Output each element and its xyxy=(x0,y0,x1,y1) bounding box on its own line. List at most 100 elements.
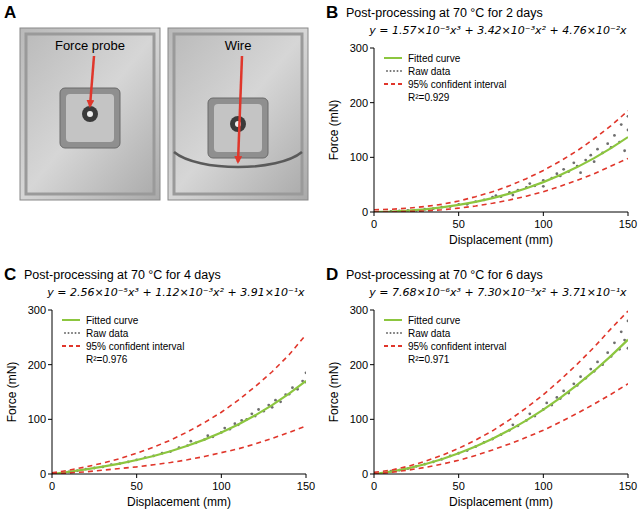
equation: y = 2.56×10⁻⁵x³ + 1.12×10⁻³x² + 3.91×10⁻… xyxy=(46,286,305,299)
raw-point xyxy=(589,154,592,157)
legend-swatch xyxy=(384,319,402,321)
panel-letter: B xyxy=(326,3,338,22)
panel-letter: C xyxy=(4,265,16,284)
photo: Force probe xyxy=(20,28,160,200)
raw-point xyxy=(623,149,626,152)
x-tick xyxy=(543,212,544,216)
y-tick-label: 200 xyxy=(350,97,368,109)
legend-swatch xyxy=(384,345,402,347)
x-tick xyxy=(458,474,459,478)
raw-point xyxy=(562,390,565,393)
y-tick xyxy=(370,310,374,311)
y-tick xyxy=(370,157,374,158)
photo-label: Force probe xyxy=(55,38,125,53)
legend-label: Fitted curve xyxy=(408,315,461,326)
raw-point xyxy=(596,148,599,151)
y-tick-label: 100 xyxy=(28,413,46,425)
legend-swatch xyxy=(384,83,402,85)
raw-point xyxy=(613,134,616,137)
legend-label: Fitted curve xyxy=(86,315,139,326)
panel-letter: D xyxy=(326,265,338,284)
x-tick xyxy=(221,474,222,478)
y-tick xyxy=(48,310,52,311)
x-tick xyxy=(136,474,137,478)
y-axis-title: Force (mN) xyxy=(327,362,341,423)
ci-upper xyxy=(52,335,306,473)
x-axis xyxy=(374,212,628,213)
x-tick-label: 150 xyxy=(619,218,637,230)
y-tick xyxy=(370,474,374,475)
x-tick-label: 100 xyxy=(212,480,230,492)
probe-tip xyxy=(87,111,93,117)
legend-label: 95% confident interval xyxy=(86,341,184,352)
photo-label: Wire xyxy=(225,38,252,53)
photo-well xyxy=(26,34,154,194)
x-tick-label: 50 xyxy=(453,218,465,230)
plot-data xyxy=(374,311,628,474)
raw-point xyxy=(542,185,545,188)
y-tick-label: 300 xyxy=(28,304,46,316)
y-tick xyxy=(48,419,52,420)
raw-point xyxy=(572,382,575,385)
fitted-curve xyxy=(374,137,628,212)
legend-swatch xyxy=(62,345,80,347)
y-tick xyxy=(370,364,374,365)
legend-swatch xyxy=(386,332,388,334)
legend-swatch xyxy=(384,57,402,59)
y-axis xyxy=(374,48,375,212)
legend-swatch xyxy=(397,332,399,334)
raw-point xyxy=(257,408,260,411)
y-tick-label: 0 xyxy=(40,468,46,480)
raw-point xyxy=(593,160,596,163)
y-tick-label: 0 xyxy=(362,206,368,218)
raw-point xyxy=(305,371,306,374)
plot-data xyxy=(52,335,306,474)
raw-point xyxy=(572,161,575,164)
raw-point xyxy=(223,427,226,430)
y-tick-label: 200 xyxy=(350,359,368,371)
legend-swatch xyxy=(400,70,402,72)
legend-swatch xyxy=(78,332,80,334)
x-tick-label: 100 xyxy=(534,480,552,492)
x-tick-label: 150 xyxy=(619,480,637,492)
y-tick-label: 300 xyxy=(350,304,368,316)
fitted-curve xyxy=(374,340,628,474)
legend-swatch xyxy=(393,332,395,334)
legend: Fitted curveRaw data95% confident interv… xyxy=(384,53,506,103)
x-axis xyxy=(374,474,628,475)
raw-point xyxy=(596,361,599,364)
legend-label: Raw data xyxy=(86,328,129,339)
legend-swatch xyxy=(62,319,80,321)
x-tick-label: 150 xyxy=(297,480,315,492)
legend-swatch xyxy=(390,332,392,334)
x-axis-title: Displacement (mm) xyxy=(449,495,553,509)
x-tick xyxy=(628,212,629,216)
y-tick xyxy=(370,48,374,49)
x-tick-label: 0 xyxy=(371,218,377,230)
raw-point xyxy=(589,368,592,371)
raw-point xyxy=(250,412,253,415)
raw-point xyxy=(606,351,609,354)
chart-title: Post-processing at 70 °C for 6 days xyxy=(346,268,543,282)
y-axis-title: Force (mN) xyxy=(327,100,341,161)
legend-swatch xyxy=(71,332,73,334)
r-squared: R²=0.976 xyxy=(86,354,128,365)
photo-frame xyxy=(168,28,308,200)
legend-swatch xyxy=(75,332,77,334)
legend-label: Fitted curve xyxy=(408,53,461,64)
raw-point xyxy=(579,375,582,378)
figure: AForce probeWireBPost-processing at 70 °… xyxy=(0,0,644,520)
chart-panel: CPost-processing at 70 °C for 4 daysy = … xyxy=(4,265,315,509)
x-axis-title: Displacement (mm) xyxy=(127,495,231,509)
x-tick xyxy=(543,474,544,478)
raw-point xyxy=(528,412,531,415)
legend-label: 95% confident interval xyxy=(408,341,506,352)
legend-swatch xyxy=(393,70,395,72)
r-squared: R²=0.929 xyxy=(408,92,450,103)
chart-panel: BPost-processing at 70 °C for 2 daysy = … xyxy=(326,3,637,247)
raw-point xyxy=(627,129,628,132)
y-axis-title: Force (mN) xyxy=(5,362,19,423)
x-axis-title: Displacement (mm) xyxy=(449,233,553,247)
raw-point xyxy=(579,171,582,174)
ci-upper xyxy=(374,311,628,472)
